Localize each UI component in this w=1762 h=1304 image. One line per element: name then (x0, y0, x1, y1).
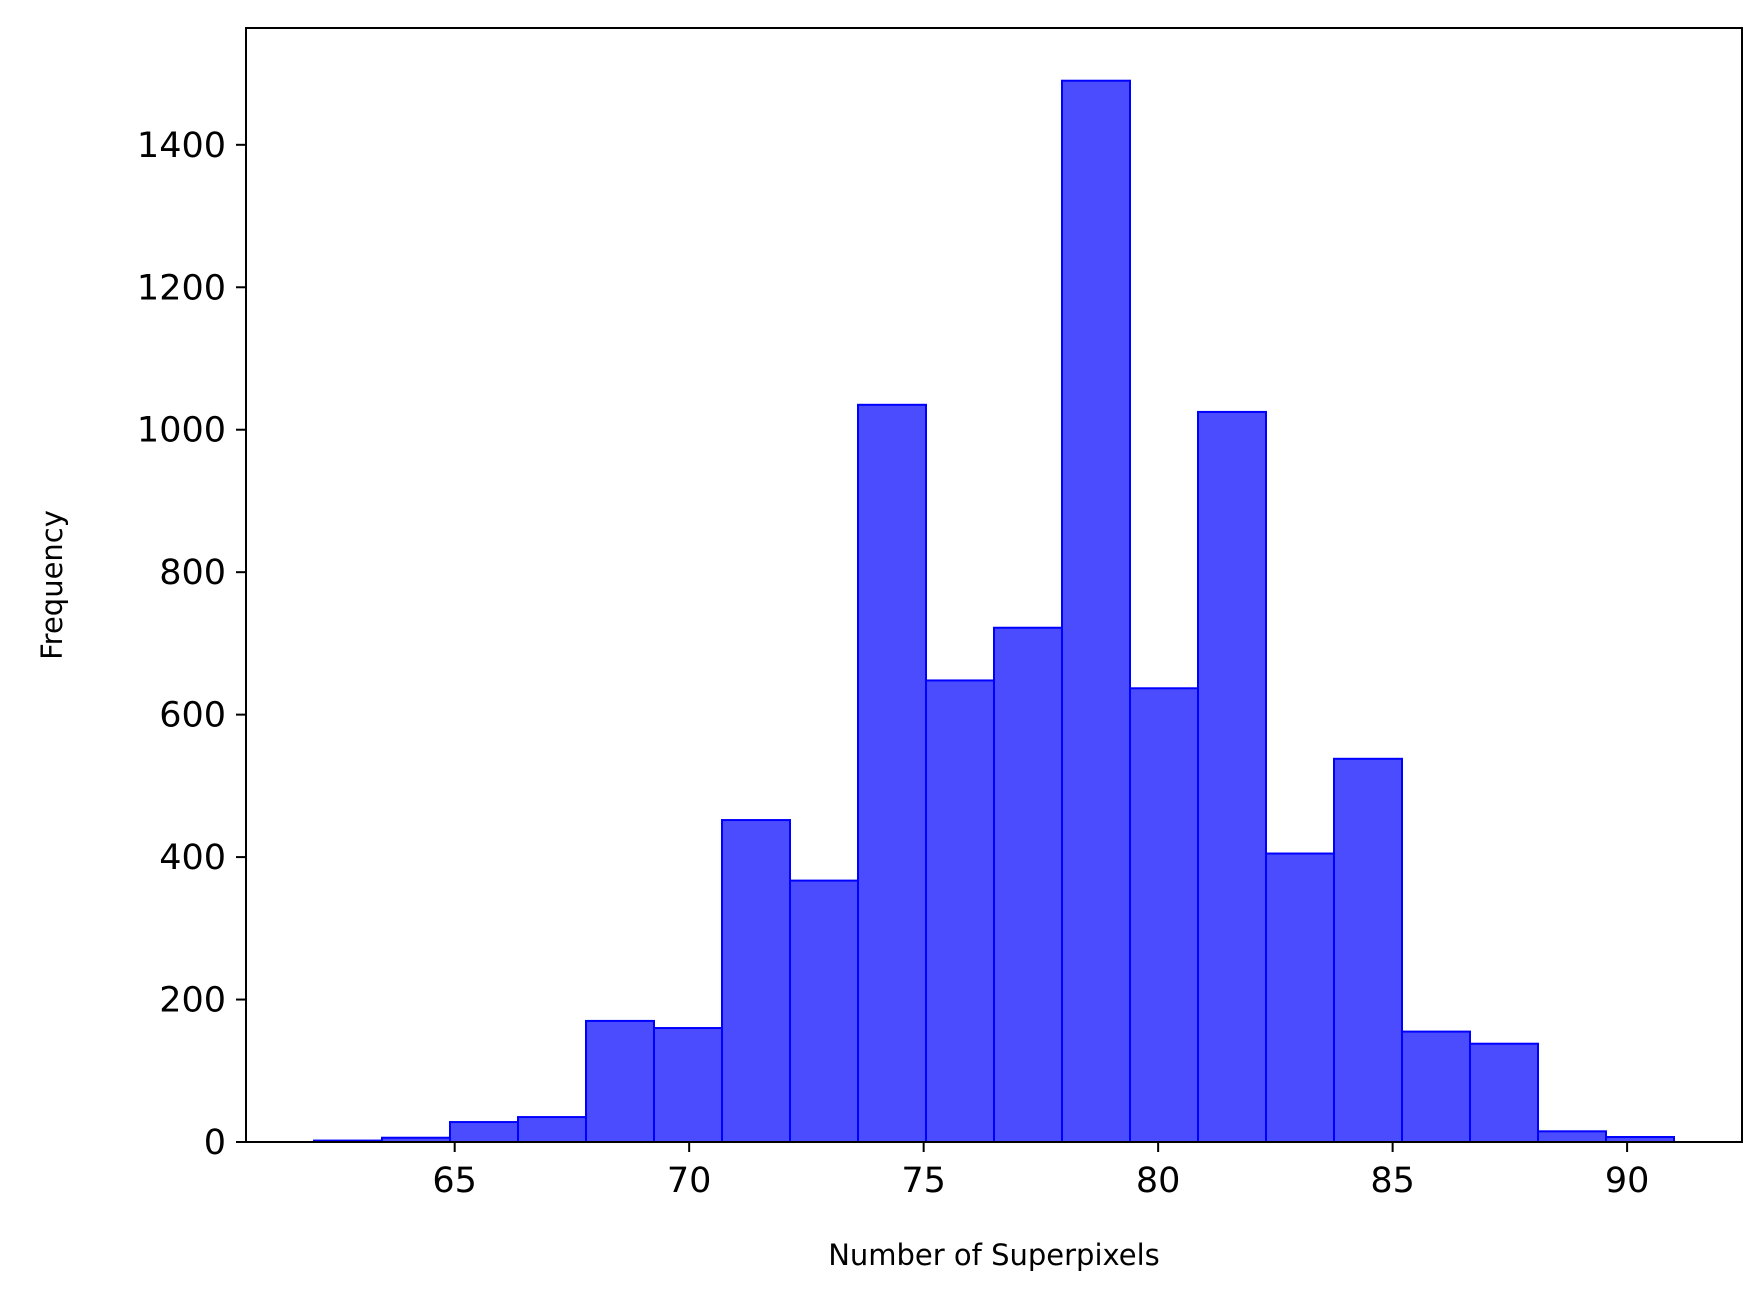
x-tick-label: 65 (432, 1161, 477, 1201)
y-axis-ticks: 0 200 400 600 800 1000 1200 1400 (137, 126, 246, 1163)
histogram-bar (449, 1121, 519, 1144)
x-tick-label: 85 (1370, 1161, 1415, 1201)
histogram-bar (517, 1116, 587, 1143)
histogram-bar (1537, 1130, 1607, 1143)
histogram-bar (1061, 79, 1131, 1143)
y-axis-title: Frequency (35, 510, 69, 660)
histogram-bars (313, 79, 1675, 1144)
y-tick-label: 0 (204, 1123, 226, 1163)
histogram-bar (993, 626, 1063, 1143)
histogram-bar (1197, 410, 1267, 1143)
histogram-bar (585, 1019, 655, 1143)
y-tick-label: 200 (159, 981, 226, 1021)
histogram-bar (1401, 1030, 1471, 1143)
y-tick-label: 1000 (137, 411, 226, 451)
histogram-bar (1265, 852, 1335, 1143)
histogram-bar (721, 819, 791, 1143)
x-tick-label: 80 (1136, 1161, 1181, 1201)
histogram-bar (1129, 687, 1199, 1143)
y-tick-label: 1200 (137, 268, 226, 308)
x-axis-ticks: 65 70 75 80 85 90 (432, 1142, 1649, 1201)
histogram-bar (857, 403, 927, 1143)
histogram-bar (789, 879, 859, 1143)
x-tick-label: 90 (1605, 1161, 1650, 1201)
x-axis-title: Number of Superpixels (828, 1238, 1160, 1272)
x-tick-label: 70 (667, 1161, 712, 1201)
x-tick-label: 75 (901, 1161, 946, 1201)
y-tick-label: 1400 (137, 126, 226, 166)
histogram-bar (925, 679, 995, 1143)
histogram-bar (653, 1027, 723, 1143)
y-tick-label: 600 (159, 696, 226, 736)
histogram-bar (1333, 757, 1403, 1143)
y-tick-label: 800 (159, 553, 226, 593)
plot-frame (245, 27, 1743, 1143)
histogram-bar (1469, 1042, 1539, 1144)
y-tick-label: 400 (159, 838, 226, 878)
